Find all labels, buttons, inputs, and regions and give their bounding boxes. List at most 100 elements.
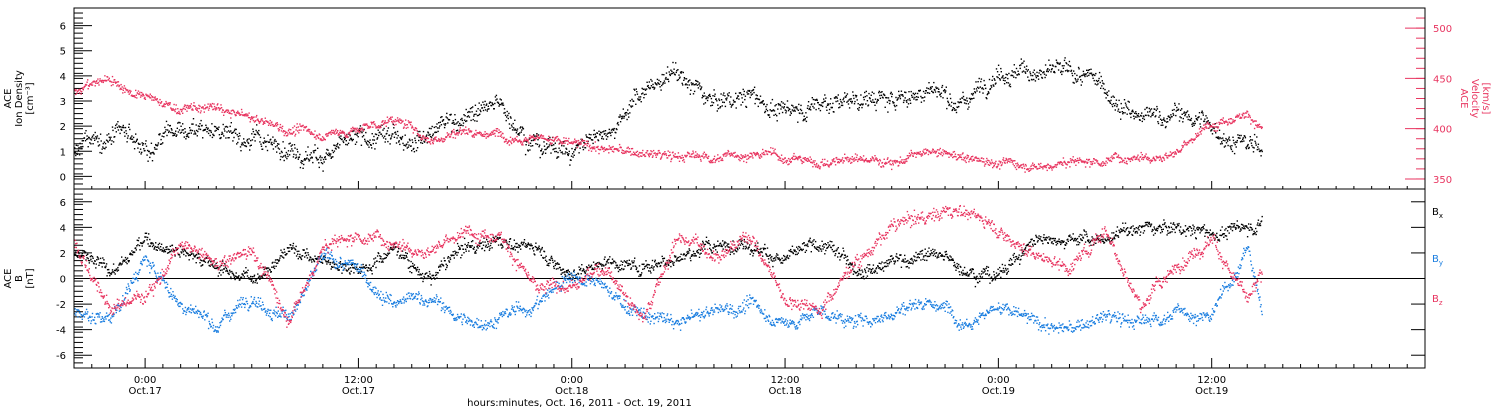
data-point — [812, 160, 815, 162]
data-point — [832, 102, 834, 105]
data-point — [555, 137, 557, 139]
data-point — [214, 130, 216, 132]
data-point — [445, 123, 447, 125]
data-point — [197, 107, 199, 110]
data-point — [1143, 156, 1146, 159]
data-point — [115, 269, 117, 272]
data-point — [387, 121, 389, 124]
data-point — [319, 156, 321, 159]
data-point — [352, 126, 354, 129]
data-point — [255, 116, 257, 118]
data-point — [714, 93, 716, 95]
data-point — [211, 264, 213, 266]
data-point — [530, 145, 532, 147]
data-point — [352, 130, 354, 133]
data-point — [149, 245, 151, 247]
y-tick-label: 0 — [60, 172, 66, 183]
data-point — [583, 140, 586, 142]
data-point — [1224, 121, 1227, 123]
data-point — [220, 264, 223, 267]
data-point — [665, 76, 667, 79]
data-point — [972, 158, 974, 161]
data-point — [108, 133, 110, 135]
data-point — [1057, 62, 1059, 64]
data-point — [127, 260, 129, 262]
data-point — [179, 122, 181, 124]
data-point — [233, 111, 235, 113]
data-point — [1188, 116, 1190, 118]
data-point — [397, 134, 399, 137]
data-point — [108, 77, 110, 79]
data-point — [507, 141, 509, 143]
data-point — [87, 79, 89, 81]
data-point — [952, 107, 954, 109]
data-point — [671, 70, 673, 73]
data-point — [1188, 114, 1190, 116]
data-point — [1146, 106, 1148, 109]
data-point — [960, 101, 963, 104]
data-point — [277, 123, 279, 126]
data-point — [389, 143, 391, 145]
data-point — [657, 152, 659, 155]
data-point — [738, 98, 740, 100]
data-point — [839, 160, 842, 163]
data-point — [541, 137, 543, 139]
data-point — [862, 103, 864, 105]
data-point — [164, 126, 166, 129]
data-point — [720, 93, 722, 95]
data-point — [943, 150, 946, 152]
data-point — [737, 95, 740, 97]
data-point — [796, 157, 798, 160]
y2-tick-label: 400 — [1433, 125, 1452, 136]
data-point — [479, 113, 481, 115]
data-point — [607, 136, 609, 138]
data-point — [160, 101, 163, 103]
data-point — [372, 122, 374, 124]
data-point — [195, 107, 197, 109]
data-point — [868, 97, 871, 99]
data-point — [601, 147, 603, 149]
y-tick-label: -6 — [56, 351, 66, 362]
data-point — [1100, 87, 1102, 89]
data-point — [163, 136, 165, 138]
data-point — [1134, 112, 1136, 114]
data-point — [1035, 165, 1038, 168]
data-point — [119, 88, 121, 91]
data-point — [364, 124, 366, 126]
data-point — [949, 154, 952, 156]
data-point — [237, 112, 239, 114]
data-point — [157, 144, 159, 146]
data-point — [658, 83, 661, 85]
data-point — [663, 153, 666, 156]
data-point — [1062, 157, 1065, 159]
data-point — [792, 155, 795, 157]
data-point — [472, 118, 474, 121]
data-point — [1099, 81, 1101, 84]
data-point — [715, 98, 717, 100]
data-point — [478, 102, 480, 104]
data-point — [1109, 102, 1112, 104]
data-point — [327, 133, 330, 135]
data-point — [1114, 105, 1116, 107]
data-point — [352, 138, 354, 141]
data-point — [1113, 103, 1115, 105]
data-point — [661, 73, 663, 76]
data-point — [669, 154, 671, 156]
data-point — [824, 100, 826, 102]
data-point — [592, 146, 594, 148]
data-point — [947, 101, 950, 104]
data-point — [637, 153, 640, 155]
data-point — [197, 111, 200, 113]
data-point — [497, 135, 499, 137]
data-point — [721, 105, 723, 107]
data-point — [81, 146, 83, 148]
data-point — [1169, 151, 1172, 153]
data-point — [1199, 123, 1201, 125]
data-point — [1201, 129, 1203, 132]
data-point — [1125, 104, 1127, 106]
data-point — [483, 133, 485, 135]
data-point — [216, 108, 218, 110]
data-point — [790, 161, 792, 164]
data-point — [645, 152, 648, 154]
data-point — [442, 141, 444, 143]
